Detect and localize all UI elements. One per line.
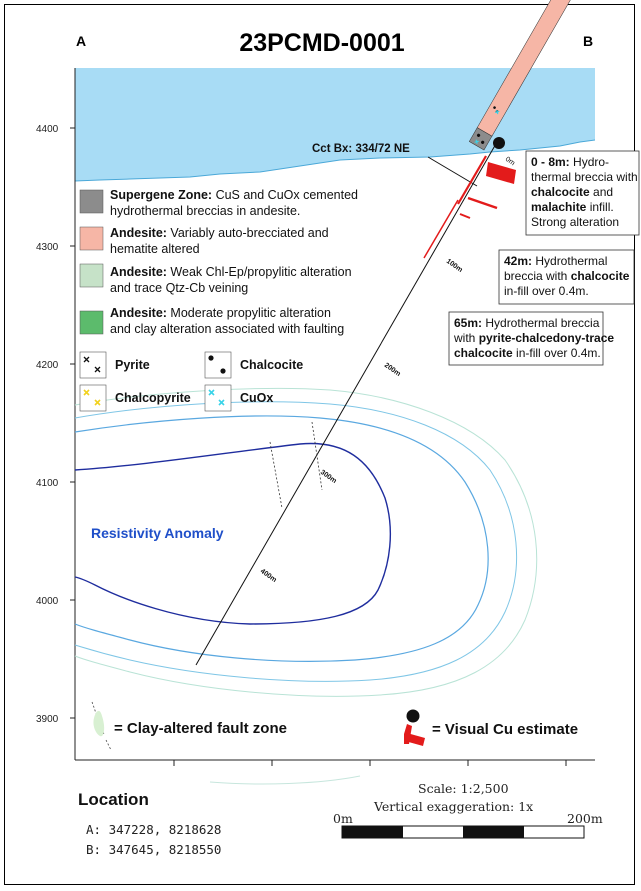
y-tick-label: 4100 [36, 478, 59, 489]
location-a: A: 347228, 8218628 [86, 822, 222, 837]
legend-zone-text: Supergene Zone: CuS and CuOx cemented hy… [110, 188, 358, 336]
contour-mid [74, 415, 489, 662]
legend-swatch-supergene [79, 189, 104, 214]
collar-annotation: Cct Bx: 334/72 NE [312, 143, 410, 155]
y-tick-label: 3900 [36, 714, 59, 725]
svg-text:hydrothermal breccias in andes: hydrothermal breccias in andesite. [110, 204, 300, 218]
depth-label: 300m [319, 469, 338, 485]
resistivity-anomaly-label: Resistivity Anomaly [91, 525, 224, 541]
scale-ratio: Scale: 1:2,500 [418, 781, 509, 796]
legend-swatch-andesite-weak [79, 263, 104, 288]
svg-text:Supergene Zone: CuS and CuOx c: Supergene Zone: CuS and CuOx cemented [110, 188, 358, 202]
contour-outer-faint [74, 387, 538, 697]
cu-estimate-key-icon [404, 709, 425, 746]
svg-text:65m: Hydrothermal breccia: 65m: Hydrothermal breccia with pyrite-ch… [453, 316, 617, 360]
chalcocite-icon [208, 355, 226, 374]
depth-label: 400m [259, 568, 278, 584]
svg-text:and clay alteration associated: and clay alteration associated with faul… [110, 322, 344, 336]
clay-fault-key-label: = Clay-altered fault zone [114, 720, 287, 737]
y-tick-label: 4000 [36, 596, 59, 607]
location-title: Location [78, 790, 149, 809]
legend-chalcocite-box [204, 351, 232, 379]
scale-start-label: 0m [333, 811, 353, 826]
clay-fault-key-icon [91, 701, 112, 751]
resistivity-contours [74, 387, 538, 785]
cu-estimate-marks [423, 155, 516, 259]
drillhole-title: 23PCMD-0001 [239, 29, 404, 57]
drill-hole [468, 0, 575, 151]
cuox-symbols [474, 109, 500, 144]
legend-chalcocite-label: Chalcocite [240, 358, 303, 372]
scale-end-label: 200m [567, 811, 603, 826]
legend-pyrite-box [79, 351, 107, 379]
collar-leader-line [427, 156, 478, 187]
fault-dashed-line [311, 421, 323, 491]
legend-pyrite-label: Pyrite [115, 358, 150, 372]
svg-text:Andesite: Weak Chl-Ep/propylit: Andesite: Weak Chl-Ep/propylitic alterat… [110, 265, 352, 279]
y-axis-ticks [70, 127, 75, 719]
depth-label: 0m [504, 156, 516, 167]
cu-estimate-key-label: = Visual Cu estimate [432, 721, 578, 738]
cu-estimate-marker [493, 137, 505, 149]
svg-text:42m: Hydrothermal brecci: 42m: Hydrothermal breccia with chalcocit… [504, 254, 633, 298]
x-axis-ticks [173, 760, 567, 766]
fault-dashed-line [269, 441, 283, 509]
cuox-icon [208, 389, 225, 406]
note-65m: 65m: Hydrothermal breccia with pyrite-ch… [448, 311, 617, 366]
legend-swatch-andesite-hematite [79, 226, 104, 251]
sky-area [75, 68, 595, 181]
map-frame [4, 4, 635, 885]
y-tick-label: 4300 [36, 242, 59, 253]
svg-text:Andesite: Moderate propylitic: Andesite: Moderate propylitic alteration [110, 306, 331, 320]
legend-swatch-andesite-moderate [79, 310, 104, 335]
drill-trace-line [195, 141, 498, 666]
pyrite-icon [83, 356, 101, 373]
vertical-exaggeration: Vertical exaggeration: 1x [374, 799, 534, 814]
contour-south-faint [209, 775, 361, 785]
contour-inner [74, 442, 392, 625]
svg-text:hematite altered: hematite altered [110, 242, 200, 256]
legend-cuox-label: CuOx [240, 391, 273, 405]
note-collar: 0 - 8m: Hydro- thermal breccia with chal… [525, 150, 641, 236]
legend-chalcopyrite-box [79, 384, 107, 412]
location-b: B: 347645, 8218550 [86, 842, 222, 857]
scale-bar [341, 825, 585, 839]
legend-chalcopyrite-label: Chalcopyrite [115, 391, 191, 405]
section-label-b: B [583, 33, 593, 49]
svg-text:and trace Qtz-Cb veining: and trace Qtz-Cb veining [110, 281, 248, 295]
hole-segment-andesite-hematite [476, 0, 575, 137]
svg-text:Andesite: Variably auto-brecci: Andesite: Variably auto-brecciated and [110, 226, 329, 240]
contour-outer [74, 401, 518, 682]
chalcopyrite-icon [83, 389, 101, 406]
topography-line [74, 139, 596, 182]
depth-label: 100m [445, 258, 464, 274]
note-42m: 42m: Hydrothermal breccia with chalcocit… [498, 249, 635, 305]
depth-label: 200m [383, 362, 402, 378]
section-label-a: A [76, 33, 86, 49]
y-tick-label: 4200 [36, 360, 59, 371]
y-tick-label: 4400 [36, 124, 59, 135]
svg-text:0 - 8m: Hydro- thermal b: 0 - 8m: Hydro- thermal breccia with chal… [531, 155, 641, 229]
legend-cuox-box [204, 384, 232, 412]
